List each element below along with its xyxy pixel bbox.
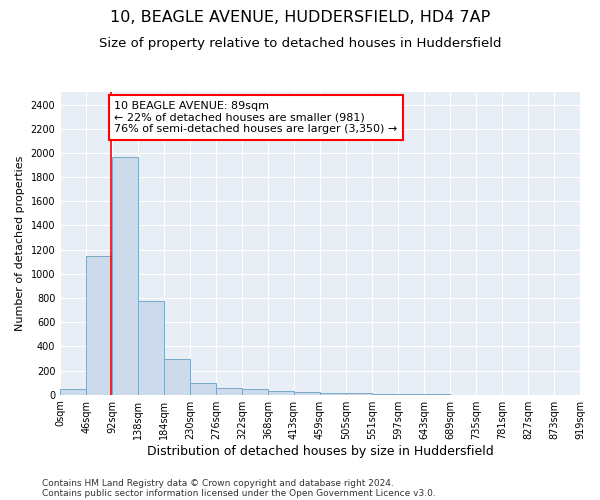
Y-axis label: Number of detached properties: Number of detached properties [15,156,25,332]
Text: Contains public sector information licensed under the Open Government Licence v3: Contains public sector information licen… [42,488,436,498]
Bar [86,256,112,394]
Bar [164,359,190,394]
Bar [242,390,268,394]
Bar [320,393,346,394]
Bar [216,388,242,394]
Bar [112,156,138,394]
Bar [190,382,216,394]
Bar [60,388,86,394]
Text: 10, BEAGLE AVENUE, HUDDERSFIELD, HD4 7AP: 10, BEAGLE AVENUE, HUDDERSFIELD, HD4 7AP [110,10,490,25]
Text: Contains HM Land Registry data © Crown copyright and database right 2024.: Contains HM Land Registry data © Crown c… [42,478,394,488]
X-axis label: Distribution of detached houses by size in Huddersfield: Distribution of detached houses by size … [147,444,493,458]
Text: Size of property relative to detached houses in Huddersfield: Size of property relative to detached ho… [99,38,501,51]
Text: 10 BEAGLE AVENUE: 89sqm
← 22% of detached houses are smaller (981)
76% of semi-d: 10 BEAGLE AVENUE: 89sqm ← 22% of detache… [115,101,398,134]
Bar [294,392,320,394]
Bar [138,301,164,394]
Bar [268,391,294,394]
